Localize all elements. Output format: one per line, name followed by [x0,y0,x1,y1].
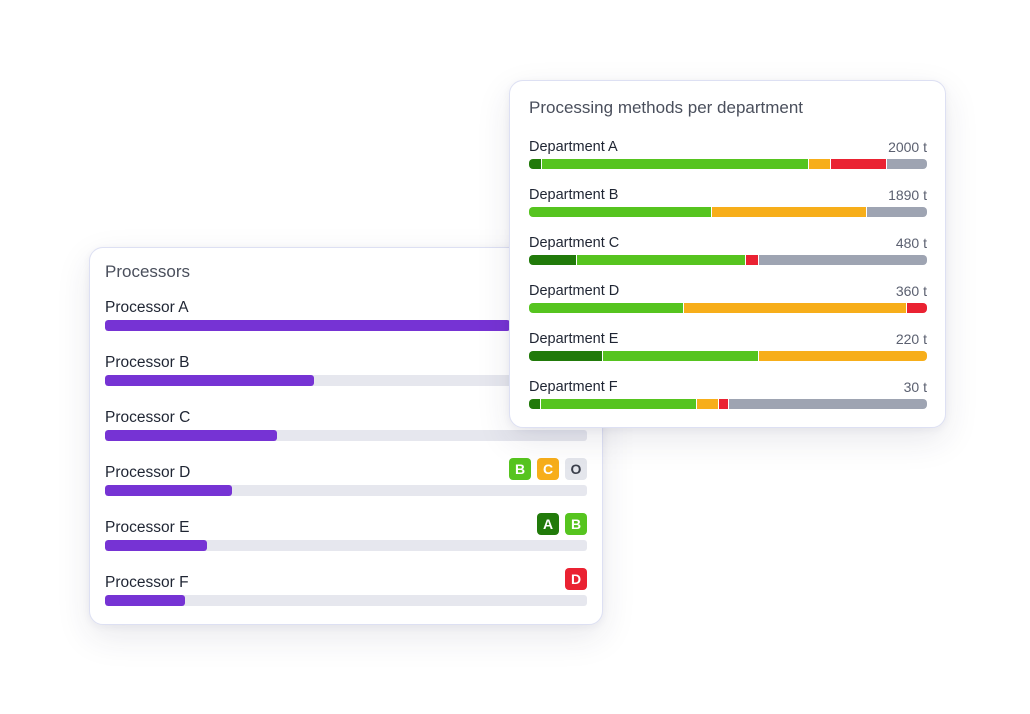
segment-method-c[interactable] [809,159,832,169]
segment-method-a[interactable] [529,159,543,169]
processor-label: Processor B [105,354,190,371]
processor-bar-fill [105,320,510,331]
processor-bar-track [105,595,587,606]
segment-method-d[interactable] [831,159,888,169]
processor-bar-track [105,320,587,331]
method-badge-d: D [565,568,587,590]
processor-bar-fill [105,375,314,386]
method-badge-b: B [509,458,531,480]
processor-bar-fill [105,485,232,496]
processor-bar-track [105,430,587,441]
processor-row[interactable]: Processor F D [105,568,587,614]
department-stacked-bar [529,303,927,313]
segment-method-b[interactable] [540,399,697,409]
department-stacked-bar [529,207,927,217]
processor-label: Processor A [105,299,189,316]
segment-method-c[interactable] [683,303,908,313]
processor-bar-track [105,485,587,496]
department-row[interactable]: Department A 2000 t [529,139,927,179]
segment-method-other[interactable] [866,207,927,217]
processor-row[interactable]: Processor A [105,299,587,339]
department-stacked-bar [529,255,927,265]
department-amount: 360 t [895,283,927,299]
method-badge-b: B [565,513,587,535]
processor-bar-track [105,375,587,386]
processor-row[interactable]: Processor B [105,354,587,394]
processor-label: Processor C [105,409,191,426]
department-stacked-bar [529,159,927,169]
segment-method-d[interactable] [718,399,729,409]
method-badge-a: A [537,513,559,535]
segment-method-b[interactable] [603,351,760,361]
department-amount: 220 t [895,331,927,347]
department-amount: 2000 t [888,139,927,155]
processor-bar-fill [105,430,278,441]
processor-label: Processor D [105,464,191,481]
department-row[interactable]: Department B 1890 t [529,187,927,227]
processor-label: Processor E [105,519,190,536]
method-badge-c: C [537,458,559,480]
department-amount: 30 t [903,379,927,395]
department-label: Department F [529,379,618,395]
department-label: Department B [529,187,619,203]
segment-method-c[interactable] [712,207,867,217]
method-badge-o: O [565,458,587,480]
department-row[interactable]: Department D 360 t [529,283,927,323]
departments-card: Processing methods per department Depart… [509,80,946,428]
processors-title: Processors [105,262,191,281]
segment-method-b[interactable] [529,207,713,217]
department-label: Department E [529,331,619,347]
department-stacked-bar [529,399,927,409]
department-row[interactable]: Department F 30 t [529,379,927,419]
segment-method-other[interactable] [887,159,927,169]
segment-method-a[interactable] [529,255,578,265]
department-label: Department A [529,139,618,155]
method-badges: D [565,568,587,590]
processor-label: Processor F [105,574,189,591]
processor-bar-fill [105,540,208,551]
segment-method-d[interactable] [746,255,760,265]
segment-method-b[interactable] [577,255,747,265]
processor-row[interactable]: Processor C [105,409,587,449]
segment-method-c[interactable] [759,351,927,361]
processor-bar-track [105,540,587,551]
segment-method-other[interactable] [759,255,927,265]
segment-method-c[interactable] [696,399,719,409]
processor-bar-fill [105,595,185,606]
departments-title: Processing methods per department [529,98,804,117]
segment-method-a[interactable] [529,399,541,409]
department-amount: 480 t [895,235,927,251]
department-stacked-bar [529,351,927,361]
department-amount: 1890 t [888,187,927,203]
segment-method-d[interactable] [907,303,927,313]
department-row[interactable]: Department E 220 t [529,331,927,371]
segment-method-other[interactable] [728,399,927,409]
department-label: Department D [529,283,620,299]
department-row[interactable]: Department C 480 t [529,235,927,275]
segment-method-b[interactable] [542,159,810,169]
segment-method-a[interactable] [529,351,604,361]
segment-method-b[interactable] [529,303,684,313]
department-label: Department C [529,235,620,251]
